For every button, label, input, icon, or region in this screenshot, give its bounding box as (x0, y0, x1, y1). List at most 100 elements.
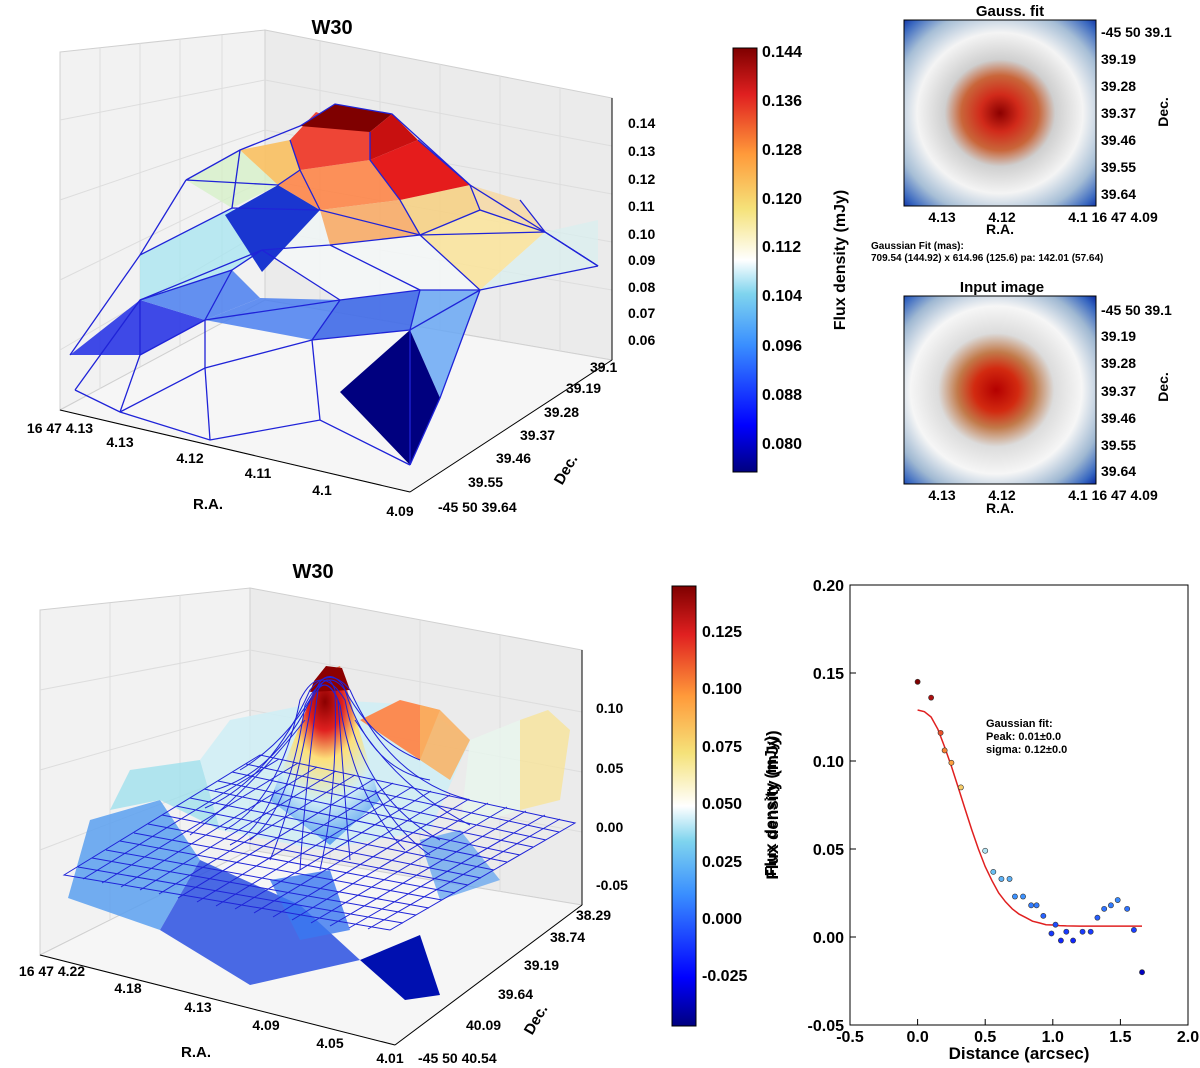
input-image-xlabel: R.A. (986, 500, 1014, 516)
profile-data-point (1033, 902, 1040, 909)
profile-fit-annotation: Gaussian fit: Peak: 0.01±0.0 sigma: 0.12… (986, 718, 1067, 756)
input-image-y-tick: 39.55 (1101, 437, 1136, 453)
input-image-y-tick: 39.28 (1101, 355, 1136, 371)
top-3d-x-tick: 4.1 (312, 482, 332, 498)
profile-fit-line2: Peak: 0.01±0.0 (986, 731, 1061, 743)
profile-xlabel: Distance (arcsec) (949, 1044, 1090, 1063)
top-3d-y-tick: 39.19 (566, 380, 601, 396)
profile-data-point (1131, 927, 1137, 933)
bottom-colorbar-ticks: -0.025 0.000 0.025 0.050 0.075 0.100 0.1… (702, 624, 747, 985)
gauss-fit-x-tick: 4.13 (928, 209, 955, 225)
profile-axes-frame (849, 584, 1189, 1026)
top-3d-y-axis (409, 359, 613, 493)
top-3d-y-ticks: -45 50 39.64 39.55 39.46 39.37 39.28 39.… (438, 359, 617, 515)
gauss-fit-y-tick: 39.19 (1101, 51, 1136, 67)
top-colorbar-gradient (732, 47, 758, 473)
radial-profile-plot: -0.5 0.0 0.5 1.0 1.5 2.0 -0.05 0.00 0.05 0.10 0.1… (763, 578, 1199, 1063)
input-image-y-tick: 39.46 (1101, 410, 1136, 426)
gauss-fit-title: Gauss. fit (976, 3, 1044, 20)
top-3d-x-tick: 4.13 (106, 434, 133, 450)
gauss-fit-x-tick: 4.12 (988, 209, 1015, 225)
top-colorbar-tick: 0.112 (762, 239, 801, 256)
profile-data-point (1048, 930, 1055, 937)
top-colorbar: 0.080 0.088 0.096 0.104 0.112 0.120 0.12… (732, 44, 849, 473)
bottom-3d-ylabel: Dec. (521, 1002, 552, 1038)
profile-data-point (928, 694, 935, 701)
top-3d-x-axis (59, 409, 411, 493)
bottom-3d-x-tick: 4.18 (114, 980, 141, 996)
top-colorbar-tick: 0.096 (762, 338, 802, 355)
profile-fit-line1: Gaussian fit: (986, 718, 1053, 730)
profile-x-ticks: -0.5 0.0 0.5 1.0 1.5 2.0 (836, 1019, 1199, 1046)
input-image-x-tick: 4.12 (988, 487, 1015, 503)
profile-data-point (1124, 905, 1131, 912)
input-image-title: Input image (960, 279, 1044, 296)
profile-data-point (1063, 928, 1070, 935)
profile-y-ticks: -0.05 0.00 0.05 0.10 0.15 0.20 (808, 578, 856, 1035)
profile-y-tick-label: 0.20 (813, 578, 844, 595)
profile-data-point (1028, 902, 1035, 909)
profile-fit-curve (917, 709, 1142, 927)
profile-y-tick-label: 0.10 (813, 754, 844, 771)
profile-fit-line3: sigma: 0.12±0.0 (986, 744, 1067, 756)
top-colorbar-tick: 0.088 (762, 387, 802, 404)
gauss-fit-y-tick: 39.28 (1101, 78, 1136, 94)
gauss-fit-xlabel: R.A. (986, 221, 1014, 237)
bottom-3d-x-tick: 16 47 4.22 (19, 963, 85, 979)
top-colorbar-tick: 0.128 (762, 142, 802, 159)
top-3d-z-tick: 0.06 (628, 332, 655, 348)
profile-data-point (1052, 921, 1059, 928)
profile-data-point (914, 678, 921, 685)
gauss-fit-image (903, 19, 1097, 207)
gauss-fit-y-tick: 39.46 (1101, 132, 1136, 148)
top-3d-z-tick: 0.14 (628, 115, 655, 131)
profile-x-tick-label: 1.0 (1042, 1029, 1064, 1046)
bottom-colorbar: -0.025 0.000 0.025 0.050 0.075 0.100 0.1… (671, 585, 780, 1027)
gauss-fit-y-tick: -45 50 39.1 (1101, 24, 1172, 40)
input-image-ylabel: Dec. (1155, 372, 1171, 402)
top-3d-z-tick: 0.08 (628, 279, 655, 295)
top-3d-y-tick: 39.1 (590, 359, 617, 375)
gauss-fit-y-ticks: -45 50 39.1 39.19 39.28 39.37 39.46 39.5… (1101, 24, 1172, 202)
top-colorbar-tick: 0.080 (762, 436, 802, 453)
fit-text-line2: 709.54 (144.92) x 614.96 (125.6) pa: 142… (871, 253, 1103, 264)
gauss-fit-y-tick: 39.55 (1101, 159, 1136, 175)
profile-data-point (1114, 897, 1121, 903)
gauss-fit-x-tick: 4.1 16 47 4.09 (1068, 209, 1158, 225)
bottom-colorbar-tick: -0.025 (702, 968, 747, 985)
bottom-3d-z-ticks: -0.05 0.00 0.05 0.10 (596, 700, 628, 893)
bottom-colorbar-tick: 0.050 (702, 796, 742, 813)
top-colorbar-tick: 0.136 (762, 93, 802, 110)
gaussian-fit-result: Gaussian Fit (mas): 709.54 (144.92) x 61… (871, 241, 1103, 264)
input-image-x-tick: 4.1 16 47 4.09 (1068, 487, 1158, 503)
top-3d-x-tick: 4.12 (176, 450, 203, 466)
profile-data-point (1094, 914, 1101, 921)
profile-data-point (1139, 969, 1145, 976)
top-3d-z-tick: 0.11 (628, 198, 655, 214)
bottom-3d-y-tick: -45 50 40.54 (418, 1050, 497, 1066)
profile-x-tick-label: 1.5 (1109, 1029, 1131, 1046)
bottom-3d-y-tick: 39.64 (498, 986, 533, 1002)
top-colorbar-tick: 0.120 (762, 191, 802, 208)
bottom-colorbar-label: Flux density (mJy) (763, 736, 780, 876)
profile-data-point (948, 759, 955, 766)
bottom-3d-z-tick: 0.05 (596, 760, 623, 776)
top-3d-x-tick: 4.09 (386, 503, 413, 519)
input-image-panel: Input image -45 50 39.1 39.19 39.28 39.3… (903, 279, 1172, 516)
bottom-3d-y-tick: 38.74 (550, 929, 585, 945)
profile-data-point (1070, 937, 1076, 944)
bottom-3d-x-axis (39, 954, 396, 1046)
bottom-3d-plot: W30 R.A. Dec. 16 47 4.22 4.18 4.13 4.09 … (19, 561, 628, 1066)
bottom-3d-wireframe (62, 676, 577, 931)
fit-text-line1: Gaussian Fit (mas): (871, 241, 964, 252)
bottom-colorbar-tick: 0.125 (702, 624, 742, 641)
top-3d-y-tick: 39.46 (496, 450, 531, 466)
top-3d-y-tick: 39.55 (468, 474, 503, 490)
top-3d-x-ticks: 16 47 4.13 4.13 4.12 4.11 4.1 4.09 (27, 420, 414, 519)
profile-data-point (957, 784, 964, 791)
gauss-fit-x-ticks: 4.13 4.12 4.1 16 47 4.09 (928, 209, 1158, 225)
top-3d-z-tick: 0.12 (628, 171, 655, 187)
top-3d-x-tick: 16 47 4.13 (27, 420, 93, 436)
profile-data-point (998, 876, 1005, 882)
